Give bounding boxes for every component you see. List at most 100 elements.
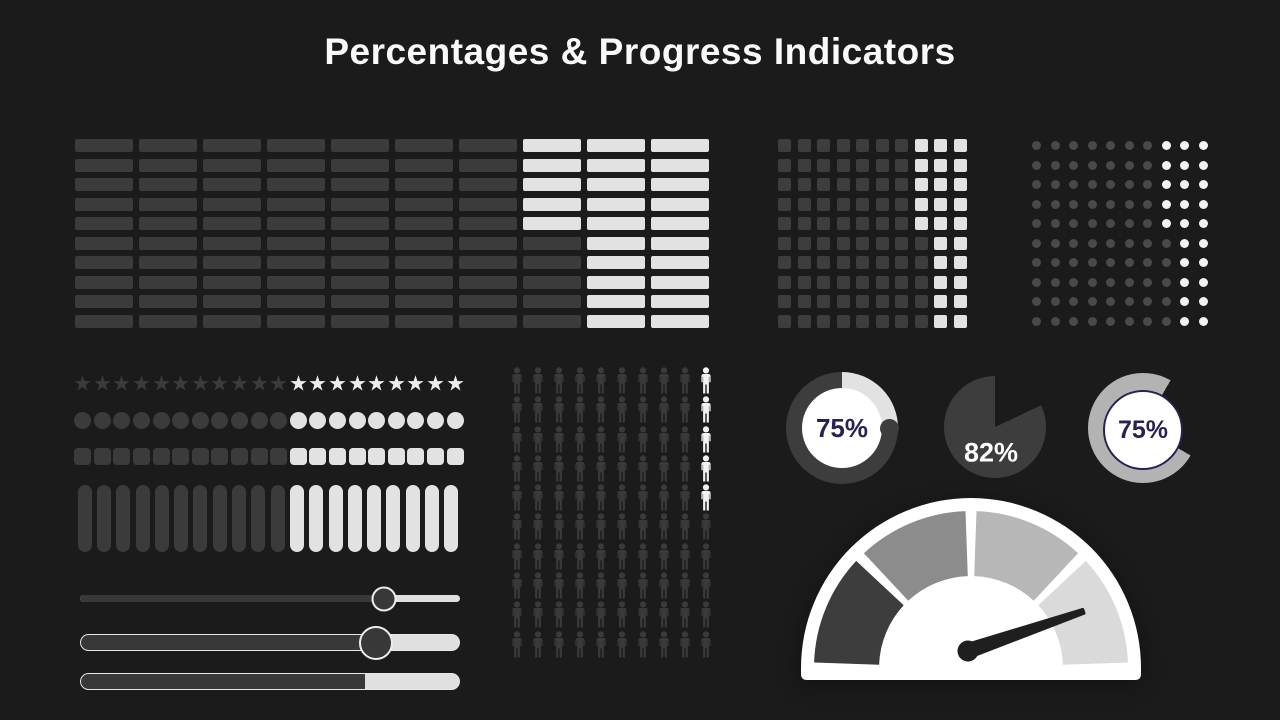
rating-slot — [406, 374, 426, 392]
progress-bar — [80, 673, 460, 690]
person-icon — [679, 484, 690, 511]
pictogram-cell — [548, 367, 569, 396]
waffle-cell — [934, 236, 947, 250]
waffle-cell — [651, 197, 709, 211]
waffle-cell — [587, 256, 645, 269]
waffle-cell — [914, 236, 928, 250]
person-icon — [658, 484, 669, 511]
pictogram-cell — [590, 513, 611, 542]
waffle-cell — [1050, 238, 1060, 248]
slider-track[interactable] — [80, 595, 460, 602]
waffle-cell — [797, 295, 811, 308]
person-icon — [553, 455, 564, 482]
waffle-cell — [1050, 297, 1060, 306]
person-icon — [574, 513, 585, 540]
waffle-cell — [797, 256, 811, 269]
person-icon — [658, 601, 669, 628]
waffle-cell — [1143, 277, 1152, 287]
person-icon — [553, 601, 564, 628]
pictogram-cell — [674, 572, 695, 601]
waffle-cell — [1050, 199, 1060, 209]
waffle-cell — [1069, 199, 1078, 209]
pictogram-cell — [674, 543, 695, 572]
circle-icon — [329, 411, 347, 429]
pictogram-cell — [611, 367, 632, 396]
circle-icon — [387, 411, 405, 429]
person-icon — [616, 513, 627, 540]
rating-slot — [132, 447, 152, 465]
waffle-cell — [331, 314, 389, 328]
waffle-cell — [1143, 199, 1152, 209]
star-rating-row — [73, 374, 465, 392]
waffle-cell — [875, 275, 889, 289]
gauge-chart — [801, 498, 1141, 680]
waffle-cell — [953, 158, 967, 172]
waffle-cell — [1106, 238, 1115, 248]
person-icon — [616, 601, 627, 628]
pictogram-cell — [653, 513, 674, 542]
waffle-cell — [75, 178, 133, 191]
pictogram-cell — [527, 572, 548, 601]
waffle-cell — [778, 314, 791, 328]
pictogram-cell — [590, 396, 611, 425]
vbar-icon — [77, 485, 92, 552]
slider-track[interactable] — [80, 634, 460, 651]
waffle-cell — [817, 275, 830, 289]
slider-thumb[interactable] — [359, 625, 394, 660]
square-icon — [407, 447, 425, 465]
circle-icon — [93, 411, 111, 429]
person-icon — [532, 572, 543, 599]
square-icon — [172, 447, 190, 465]
rating-slot — [328, 374, 348, 392]
waffle-cell — [75, 197, 133, 211]
pictogram-cell — [632, 543, 653, 572]
person-icon — [616, 630, 627, 658]
rating-slot — [269, 411, 289, 429]
star-icon — [172, 375, 189, 391]
waffle-cell — [953, 139, 967, 152]
person-icon — [574, 601, 585, 628]
pictogram-cell — [695, 543, 716, 572]
waffle-cell — [1124, 238, 1134, 248]
rating-slot — [112, 374, 132, 392]
progress-slider-2[interactable] — [80, 625, 460, 660]
rating-slot — [249, 485, 268, 552]
waffle-cell — [459, 314, 517, 328]
person-icon — [532, 601, 543, 628]
vbar-icon — [347, 485, 362, 552]
rating-slot — [191, 485, 210, 552]
waffle-cell — [203, 295, 261, 308]
waffle-cell — [1069, 316, 1078, 326]
rating-slot — [114, 485, 133, 552]
person-icon — [595, 425, 606, 453]
waffle-cell — [587, 158, 645, 172]
gauge-segment-1 — [814, 560, 904, 665]
waffle-cell — [395, 158, 453, 172]
waffle-cell — [817, 197, 830, 211]
waffle-cell — [1143, 297, 1152, 306]
rating-slot — [289, 411, 309, 429]
waffle-cell — [1087, 160, 1097, 170]
progress-slider-1[interactable] — [80, 586, 460, 611]
person-icon — [574, 630, 585, 658]
pictogram-cell — [569, 425, 590, 455]
pictogram-cell — [674, 367, 695, 396]
waffle-cell — [1106, 141, 1115, 150]
waffle-cell — [395, 139, 453, 152]
rating-slot — [403, 485, 422, 552]
pictogram-cell — [695, 513, 716, 542]
circle-icon — [152, 411, 170, 429]
rating-slot — [171, 485, 190, 552]
waffle-cell — [797, 236, 811, 250]
rating-slot — [191, 411, 211, 429]
pictogram-cell — [611, 630, 632, 660]
slider-thumb[interactable] — [371, 586, 397, 611]
person-icon — [532, 367, 543, 394]
person-icon — [658, 455, 669, 482]
waffle-cell — [836, 139, 850, 152]
circle-rating-row — [73, 411, 465, 429]
rating-slot — [307, 485, 326, 552]
waffle-cell — [587, 178, 645, 191]
pictogram-cell — [653, 572, 674, 601]
rating-slot — [426, 374, 446, 392]
